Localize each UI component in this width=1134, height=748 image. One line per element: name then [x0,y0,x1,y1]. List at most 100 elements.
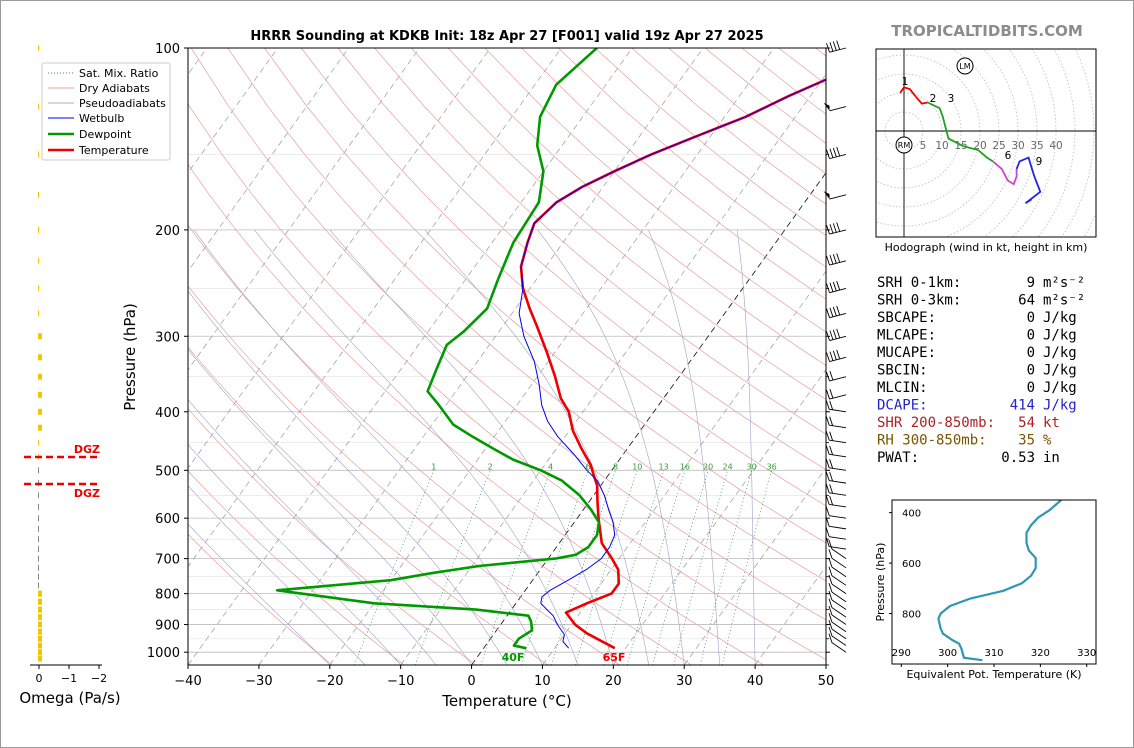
hodograph-marker-rm: RM [898,141,911,150]
omega-bar [38,564,39,571]
omega-bar [38,598,42,605]
dry-adiabat-line [188,470,405,665]
stats-unit: in [1043,450,1060,466]
omega-bar [38,373,42,380]
wind-barb-staff [829,376,847,382]
wind-barb-feather [836,280,841,291]
mixing-ratio-label: 10 [632,462,642,471]
stats-unit: J/kg [1043,398,1077,414]
wind-barb [828,633,847,653]
wind-barb [825,445,847,458]
x-tick-label: 20 [605,674,622,689]
omega-bar [38,525,39,532]
hodograph-ring-label: 40 [1049,140,1062,152]
isotherm-line [542,270,826,665]
wind-barb-feather [825,495,830,505]
mixing-ratio-label: 30 [747,462,757,471]
pseudoadiabat-line [188,399,437,665]
omega-tick-label: −2 [91,672,107,685]
wind-barb [826,349,847,362]
hodograph-ring-label: 5 [920,140,927,152]
wind-barb [828,626,847,646]
y-tick-label: 700 [155,553,180,568]
hodograph-ring-label: 30 [1011,140,1024,152]
pseudoadiabat-line [188,523,331,665]
wind-barb-staff [829,408,847,413]
wind-barb-feather [825,471,830,481]
dry-adiabat-line [301,48,826,507]
wind-barb-feather [826,43,830,53]
mixing-ratio-label: 36 [767,462,777,471]
wind-barb-staff [829,153,847,160]
dry-adiabat-line [227,48,826,582]
dry-adiabat-line [374,48,826,435]
wind-barb [825,527,847,540]
stats-row: PWAT: 0.53 in [877,450,1060,466]
isotherm-line [329,48,775,665]
omega-bar [38,649,42,656]
wind-barb-feather [829,351,834,361]
wind-barb-feather [836,40,841,50]
wind-barb-feather [828,583,833,593]
wind-barb [828,539,847,559]
mixing-ratio-label: 2 [488,462,493,471]
hodograph-markers: 1 2 3 6 9 LM RM [895,57,1042,168]
omega-bar [38,628,42,635]
wind-barb-feather [826,352,830,362]
omega-bar [38,151,39,158]
omega-bar [38,103,39,110]
mixing-ratio-line [480,470,551,665]
stats-row: MUCAPE: 0 J/kg [877,345,1077,361]
wind-barb-feather [832,41,837,51]
theta-e-y-tick-label: 800 [902,610,921,621]
pseudoadiabat-line [188,290,508,665]
x-tick-label: 30 [676,674,693,689]
wind-barb-staff [831,599,847,610]
wind-barb-feather [829,389,834,399]
y-tick-label: 900 [155,619,180,634]
omega-bar [38,606,42,613]
stats-row: DCAPE: 414 J/kg [877,398,1077,414]
hodograph-caption: Hodograph (wind in kt, height in km) [885,241,1088,254]
stats-label: DCAPE: [877,398,928,414]
omega-bar [38,257,39,264]
wind-barb-feather [828,574,833,585]
omega-bar [38,614,42,621]
y-tick-label: 500 [155,464,180,479]
wind-barb-staff [829,546,847,550]
wind-barb-feather [832,254,837,264]
hodograph-frame [875,48,1097,238]
wind-barb-staff [829,453,847,458]
pseudoadiabat-line [424,229,650,665]
theta-e-line [937,500,1062,662]
series-temperature-line [519,78,826,650]
omega-bar [38,655,42,662]
stats-unit: J/kg [1043,363,1077,379]
mixing-ratio-label: 1 [431,462,436,471]
wind-barb [825,471,847,484]
wind-barb [826,305,847,319]
wind-barb-staff [831,635,847,646]
wind-barb-feather [828,633,833,643]
wind-barb-feather [826,149,830,159]
wind-barbs-column [823,40,847,653]
skewt-title: HRRR Sounding at KDKB Init: 18z Apr 27 [… [250,29,763,44]
omega-bar [38,635,42,642]
wind-barb [828,613,847,633]
omega-bar [38,333,42,340]
theta-e-x-axis-label: Equivalent Pot. Temperature (K) [906,668,1081,681]
stats-label: PWAT: [877,450,919,466]
wind-barb-staff [831,642,847,653]
stats-value: 0 [1027,310,1035,326]
omega-tick-label: 0 [36,672,43,685]
theta-e-y-tick-label: 400 [902,509,921,520]
skewt-background-lines [188,48,826,665]
theta-e-x-tick-label: 330 [1077,648,1096,659]
stats-unit: J/kg [1043,310,1077,326]
wind-barb-feather [836,349,841,360]
dry-adiabat-line [484,48,826,333]
wind-barb-feather [829,459,834,469]
dry-adiabat-line [188,408,477,665]
